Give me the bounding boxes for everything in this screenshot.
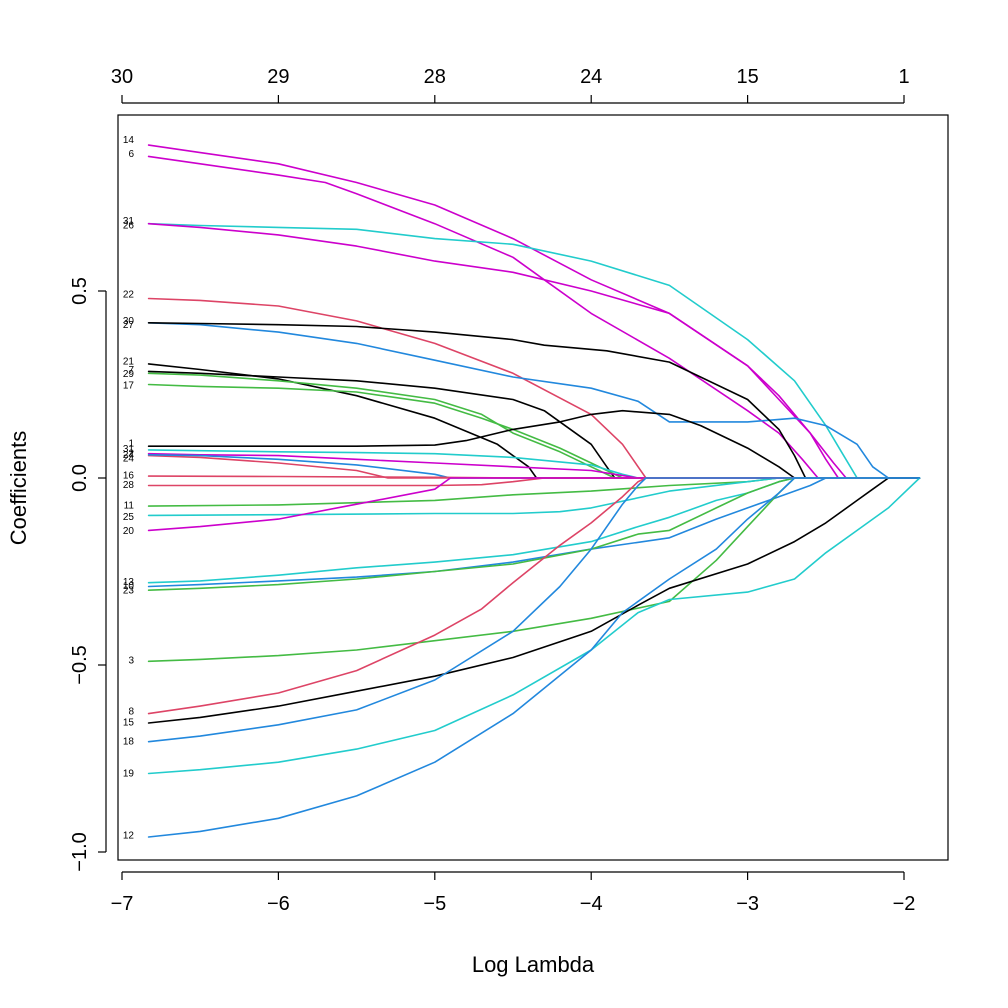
coef-path-27 [147,322,921,479]
y-tick-label: 0.0 [69,464,91,492]
coef-path-23 [147,477,921,591]
path-label-23: 23 [123,586,135,597]
path-label-25: 25 [123,512,135,523]
path-label-18: 18 [123,736,135,747]
y-tick-label: −1.0 [69,832,91,871]
plot-frame [117,114,949,861]
path-label-24: 24 [123,450,135,461]
path-label-14: 14 [123,135,135,146]
coef-path-8 [147,477,921,715]
coef-path-30 [147,322,921,479]
coef-path-10 [147,477,921,588]
path-label-7: 7 [128,365,134,376]
top-tick-label: 28 [424,66,446,88]
coef-path-15 [147,477,921,724]
x-axis-title: Log Lambda [472,952,595,977]
coef-path-31 [147,222,921,479]
path-label-3: 3 [128,656,134,667]
path-label-22: 22 [123,290,135,301]
coef-path-25 [147,477,921,517]
coef-path-21 [147,363,921,479]
coef-path-14 [147,144,921,479]
axes: −7 −6 −5 −4 −3 −230 29 28 24 15 1−1.0−0.50.00.5 [69,66,915,915]
top-tick-label: 30 [111,66,133,88]
coef-path-18 [147,477,921,743]
y-tick-label: 0.5 [69,277,91,305]
coef-path-19 [147,477,921,775]
path-label-29: 29 [123,369,135,380]
y-tick-label: −0.5 [69,645,91,684]
path-label-28: 28 [123,480,135,491]
path-label-27: 27 [123,320,135,331]
path-label-1: 1 [128,439,134,450]
path-label-30: 30 [123,316,135,327]
x-tick-label: −3 [736,893,759,915]
path-label-24: 24 [123,453,135,464]
path-label-19: 19 [123,769,135,780]
coef-path-20 [147,477,921,532]
series-layer [147,144,921,838]
top-tick-label: 29 [267,66,289,88]
path-label-11: 11 [124,500,135,511]
path-label-12: 12 [123,831,135,842]
x-tick-label: −5 [423,893,446,915]
path-label-2: 2 [128,448,134,459]
coef-path-1 [147,409,921,479]
path-label-20: 20 [123,526,135,537]
x-tick-label: −4 [580,893,603,915]
path-label-26: 26 [123,221,135,232]
path-label-10: 10 [123,581,135,592]
path-label-17: 17 [123,381,135,392]
path-label-21: 21 [123,356,135,367]
top-tick-label: 1 [898,66,909,88]
path-label-31: 31 [123,216,135,227]
top-tick-label: 24 [580,66,602,88]
path-label-16: 16 [123,471,135,482]
coef-path-26 [147,222,921,479]
top-tick-label: 15 [736,66,758,88]
path-label-8: 8 [128,707,134,718]
path-label-31: 31 [123,444,135,455]
path-label-6: 6 [128,149,134,160]
coef-path-29 [147,372,921,479]
y-axis-title: Coefficients [6,431,31,546]
coef-path-2 [147,452,921,479]
coef-path-12 [147,477,921,838]
x-tick-label: −7 [111,893,134,915]
coef-path-22 [147,297,921,479]
x-tick-label: −6 [267,893,290,915]
path-labels: 1463126223027217291713122424162811252013… [123,135,135,842]
path-label-15: 15 [123,717,135,728]
x-tick-label: −2 [893,893,916,915]
path-label-13: 13 [123,577,135,588]
